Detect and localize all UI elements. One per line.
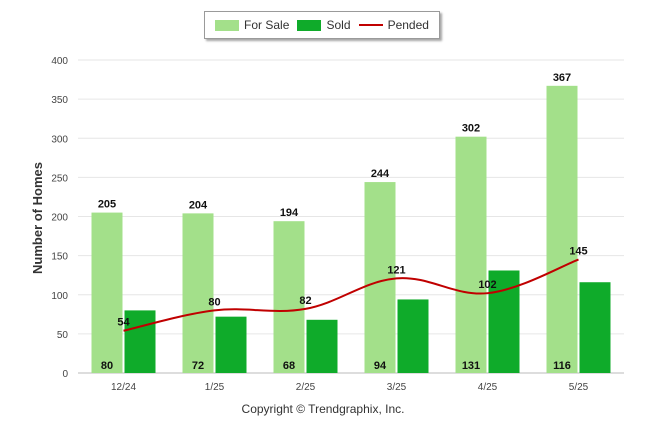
pended-line[interactable] (123, 258, 579, 332)
for-sale-swatch-icon (215, 19, 240, 31)
y-tick-label: 150 (51, 252, 68, 263)
copyright-text: Copyright © Trendgraphix, Inc. (241, 402, 405, 416)
legend: For Sale Sold Pended (204, 11, 440, 39)
legend-item-for-sale[interactable]: For Sale (215, 18, 289, 32)
x-tick-label: 3/25 (387, 382, 407, 393)
sold-data-label: 80 (101, 360, 113, 372)
for-sale-data-label: 205 (98, 199, 116, 211)
for-sale-bar[interactable] (273, 221, 305, 373)
y-tick-labels: 0 50 100 150 200 250 300 350 400 (51, 56, 68, 380)
y-tick-label: 200 (51, 213, 68, 224)
for-sale-data-label: 204 (189, 199, 208, 211)
sold-data-label: 72 (192, 360, 204, 372)
pended-data-label: 121 (387, 264, 405, 276)
y-tick-label: 400 (51, 56, 68, 67)
pended-data-label: 82 (299, 295, 311, 307)
x-tick-label: 2/25 (296, 382, 316, 393)
pended-line-layer (123, 258, 579, 332)
pended-line-icon (358, 24, 383, 26)
legend-item-sold[interactable]: Sold (297, 18, 351, 32)
sold-data-label: 116 (553, 360, 571, 372)
for-sale-data-label: 244 (371, 168, 390, 180)
pended-data-label: 145 (569, 246, 587, 258)
x-tick-label: 12/24 (111, 382, 136, 393)
sold-data-label: 68 (283, 360, 295, 372)
legend-label-sold: Sold (326, 18, 351, 32)
y-tick-label: 100 (51, 291, 68, 302)
x-tick-label: 1/25 (205, 382, 225, 393)
for-sale-data-label: 367 (553, 72, 571, 84)
y-tick-label: 300 (51, 134, 68, 145)
x-tick-labels: 12/24 1/25 2/25 3/25 4/25 5/25 (111, 382, 589, 393)
grid-layer (78, 59, 624, 374)
for-sale-data-label: 302 (462, 123, 480, 135)
sold-bar[interactable] (124, 310, 156, 373)
for-sale-data-label: 194 (280, 207, 299, 219)
bar-layer (91, 85, 611, 373)
for-sale-bar[interactable] (182, 213, 214, 373)
for-sale-bar[interactable] (455, 136, 487, 373)
sold-bar[interactable] (306, 319, 338, 373)
pended-data-label: 102 (478, 279, 496, 291)
legend-label-for-sale: For Sale (244, 18, 290, 32)
sold-swatch-icon (297, 19, 322, 31)
y-tick-label: 50 (57, 330, 69, 341)
sold-bar[interactable] (397, 299, 429, 373)
data-label-layer: 205 80 204 72 194 68 244 94 302 131 367 116 54 80 82 12… (98, 72, 588, 372)
pended-data-label: 80 (208, 296, 220, 308)
y-tick-label: 0 (62, 369, 68, 380)
for-sale-bar[interactable] (364, 182, 396, 373)
sold-bar[interactable] (215, 316, 247, 373)
y-tick-label: 250 (51, 173, 68, 184)
x-tick-label: 4/25 (478, 382, 498, 393)
sold-bar[interactable] (579, 282, 611, 373)
y-tick-label: 350 (51, 95, 68, 106)
sold-data-label: 131 (462, 360, 480, 372)
y-axis-label: Number of Homes (30, 162, 45, 274)
for-sale-bar[interactable] (91, 212, 123, 373)
sold-data-label: 94 (374, 360, 387, 372)
x-tick-label: 5/25 (569, 382, 589, 393)
pended-data-label: 54 (117, 317, 130, 329)
legend-item-pended[interactable]: Pended (358, 18, 429, 32)
for-sale-bar[interactable] (546, 85, 578, 373)
legend-label-pended: Pended (387, 18, 429, 32)
